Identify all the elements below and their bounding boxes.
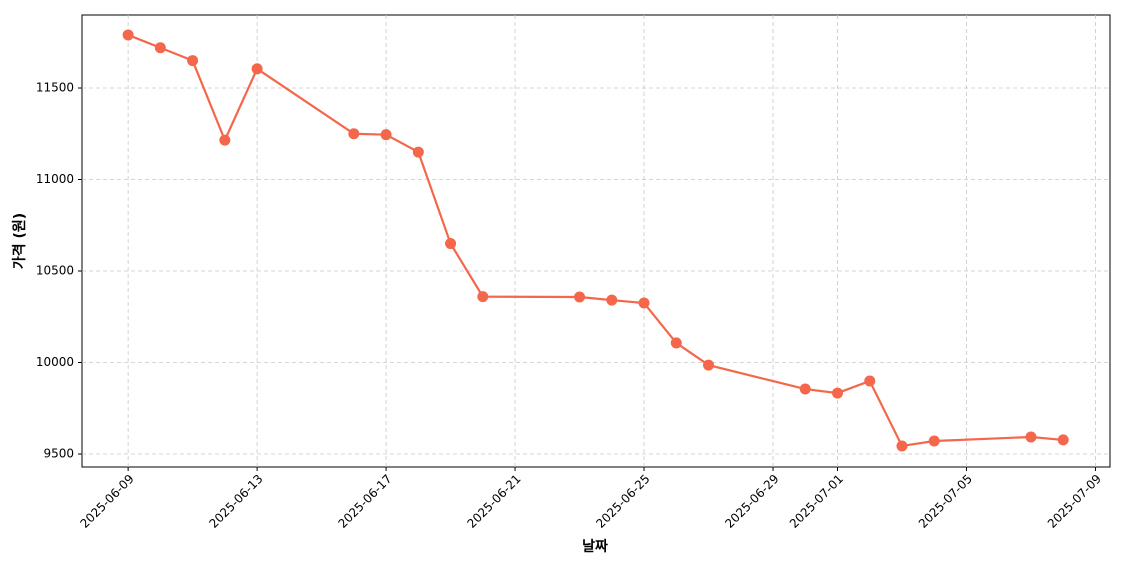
x-tick-label: 2025-06-13 xyxy=(206,472,265,531)
point xyxy=(380,129,392,141)
point xyxy=(831,387,843,399)
point xyxy=(703,359,715,371)
point xyxy=(928,435,940,447)
x-axis-label: 날짜 xyxy=(582,539,608,555)
point xyxy=(412,146,424,158)
point xyxy=(445,238,457,250)
x-tick-label: 2025-06-21 xyxy=(464,472,523,531)
x-tick-label: 2025-06-17 xyxy=(335,472,394,531)
point xyxy=(606,294,618,306)
point xyxy=(251,63,263,75)
point xyxy=(219,134,231,146)
point xyxy=(348,128,360,140)
point xyxy=(670,337,682,349)
x-tick-label: 2025-07-09 xyxy=(1045,472,1104,531)
point xyxy=(574,291,586,303)
y-tick-label: 11500 xyxy=(36,81,74,95)
point xyxy=(154,42,166,54)
x-tick-label: 2025-06-09 xyxy=(78,472,137,531)
point xyxy=(638,297,650,309)
y-tick-label: 11000 xyxy=(36,172,74,186)
y-tick-label: 10000 xyxy=(36,355,74,369)
point xyxy=(122,29,134,41)
x-tick-label: 2025-07-01 xyxy=(787,472,846,531)
plot-frame xyxy=(81,14,1111,468)
y-tick-label: 9500 xyxy=(43,447,74,461)
point xyxy=(864,375,876,387)
x-tick-label: 2025-07-05 xyxy=(916,472,975,531)
y-axis-label: 가격 (원) xyxy=(11,213,28,269)
point xyxy=(799,383,811,395)
x-tick-label: 2025-06-29 xyxy=(722,472,781,531)
point xyxy=(477,291,489,303)
point xyxy=(1057,434,1069,446)
price-line xyxy=(127,33,1064,448)
point xyxy=(1025,431,1037,443)
point xyxy=(187,55,199,67)
x-tick-label: 2025-06-25 xyxy=(593,472,652,531)
y-tick-label: 10500 xyxy=(36,264,74,278)
point xyxy=(896,440,908,452)
